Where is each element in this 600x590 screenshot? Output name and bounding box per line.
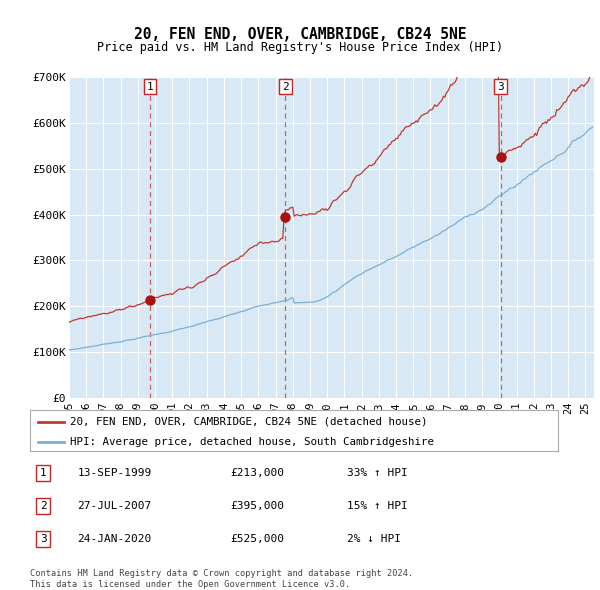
Text: 1: 1 bbox=[40, 468, 47, 478]
Text: £395,000: £395,000 bbox=[230, 501, 284, 511]
Text: £525,000: £525,000 bbox=[230, 534, 284, 544]
Text: 1: 1 bbox=[146, 81, 154, 91]
Text: HPI: Average price, detached house, South Cambridgeshire: HPI: Average price, detached house, Sout… bbox=[70, 437, 434, 447]
Text: 3: 3 bbox=[497, 81, 504, 91]
Text: £213,000: £213,000 bbox=[230, 468, 284, 478]
Text: 33% ↑ HPI: 33% ↑ HPI bbox=[347, 468, 407, 478]
Text: 27-JUL-2007: 27-JUL-2007 bbox=[77, 501, 152, 511]
Text: 15% ↑ HPI: 15% ↑ HPI bbox=[347, 501, 407, 511]
Text: 2: 2 bbox=[40, 501, 47, 511]
Text: 24-JAN-2020: 24-JAN-2020 bbox=[77, 534, 152, 544]
Text: 20, FEN END, OVER, CAMBRIDGE, CB24 5NE: 20, FEN END, OVER, CAMBRIDGE, CB24 5NE bbox=[134, 27, 466, 41]
Text: Price paid vs. HM Land Registry's House Price Index (HPI): Price paid vs. HM Land Registry's House … bbox=[97, 41, 503, 54]
Text: Contains HM Land Registry data © Crown copyright and database right 2024.
This d: Contains HM Land Registry data © Crown c… bbox=[30, 569, 413, 589]
Text: 2: 2 bbox=[282, 81, 289, 91]
Text: 3: 3 bbox=[40, 534, 47, 544]
Text: 20, FEN END, OVER, CAMBRIDGE, CB24 5NE (detached house): 20, FEN END, OVER, CAMBRIDGE, CB24 5NE (… bbox=[70, 417, 427, 427]
Text: 2% ↓ HPI: 2% ↓ HPI bbox=[347, 534, 401, 544]
Text: 13-SEP-1999: 13-SEP-1999 bbox=[77, 468, 152, 478]
